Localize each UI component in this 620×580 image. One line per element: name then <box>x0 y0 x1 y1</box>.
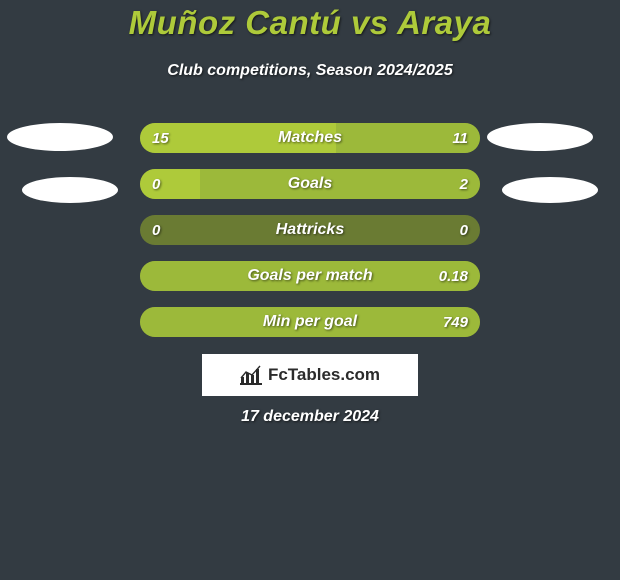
stat-value-right: 749 <box>443 307 468 337</box>
left-ellipse-1 <box>7 123 113 151</box>
stat-value-right: 0.18 <box>439 261 468 291</box>
stat-rows: Matches1511Goals02Hattricks00Goals per m… <box>140 123 480 353</box>
stat-value-right: 11 <box>452 123 468 153</box>
right-ellipse-1 <box>487 123 593 151</box>
chart-icon <box>240 365 262 385</box>
stat-value-left: 0 <box>152 169 160 199</box>
stat-label: Hattricks <box>140 215 480 245</box>
stat-label: Goals per match <box>140 261 480 291</box>
stat-row-goals-per-match: Goals per match0.18 <box>140 261 480 291</box>
stat-value-left: 15 <box>152 123 169 153</box>
right-ellipse-2 <box>502 177 598 203</box>
stat-label: Goals <box>140 169 480 199</box>
left-ellipse-2 <box>22 177 118 203</box>
stat-value-right: 2 <box>460 169 468 199</box>
stat-row-matches: Matches15 11 <box>140 123 480 153</box>
stat-row-goals: Goals0 2 <box>140 169 480 199</box>
stat-label: Min per goal <box>140 307 480 337</box>
stat-label: Matches <box>140 123 480 153</box>
stat-value-left: 0 <box>152 215 160 245</box>
stat-row-hattricks: Hattricks0 0 <box>140 215 480 245</box>
source-badge-text: FcTables.com <box>268 365 380 385</box>
source-badge: FcTables.com <box>202 354 418 396</box>
stat-row-min-per-goal: Min per goal749 <box>140 307 480 337</box>
page-title: Muñoz Cantú vs Araya <box>0 4 620 42</box>
date-text: 17 december 2024 <box>0 408 620 426</box>
page-subtitle: Club competitions, Season 2024/2025 <box>0 62 620 80</box>
stat-value-right: 0 <box>460 215 468 245</box>
comparison-infographic: Muñoz Cantú vs Araya Club competitions, … <box>0 0 620 580</box>
